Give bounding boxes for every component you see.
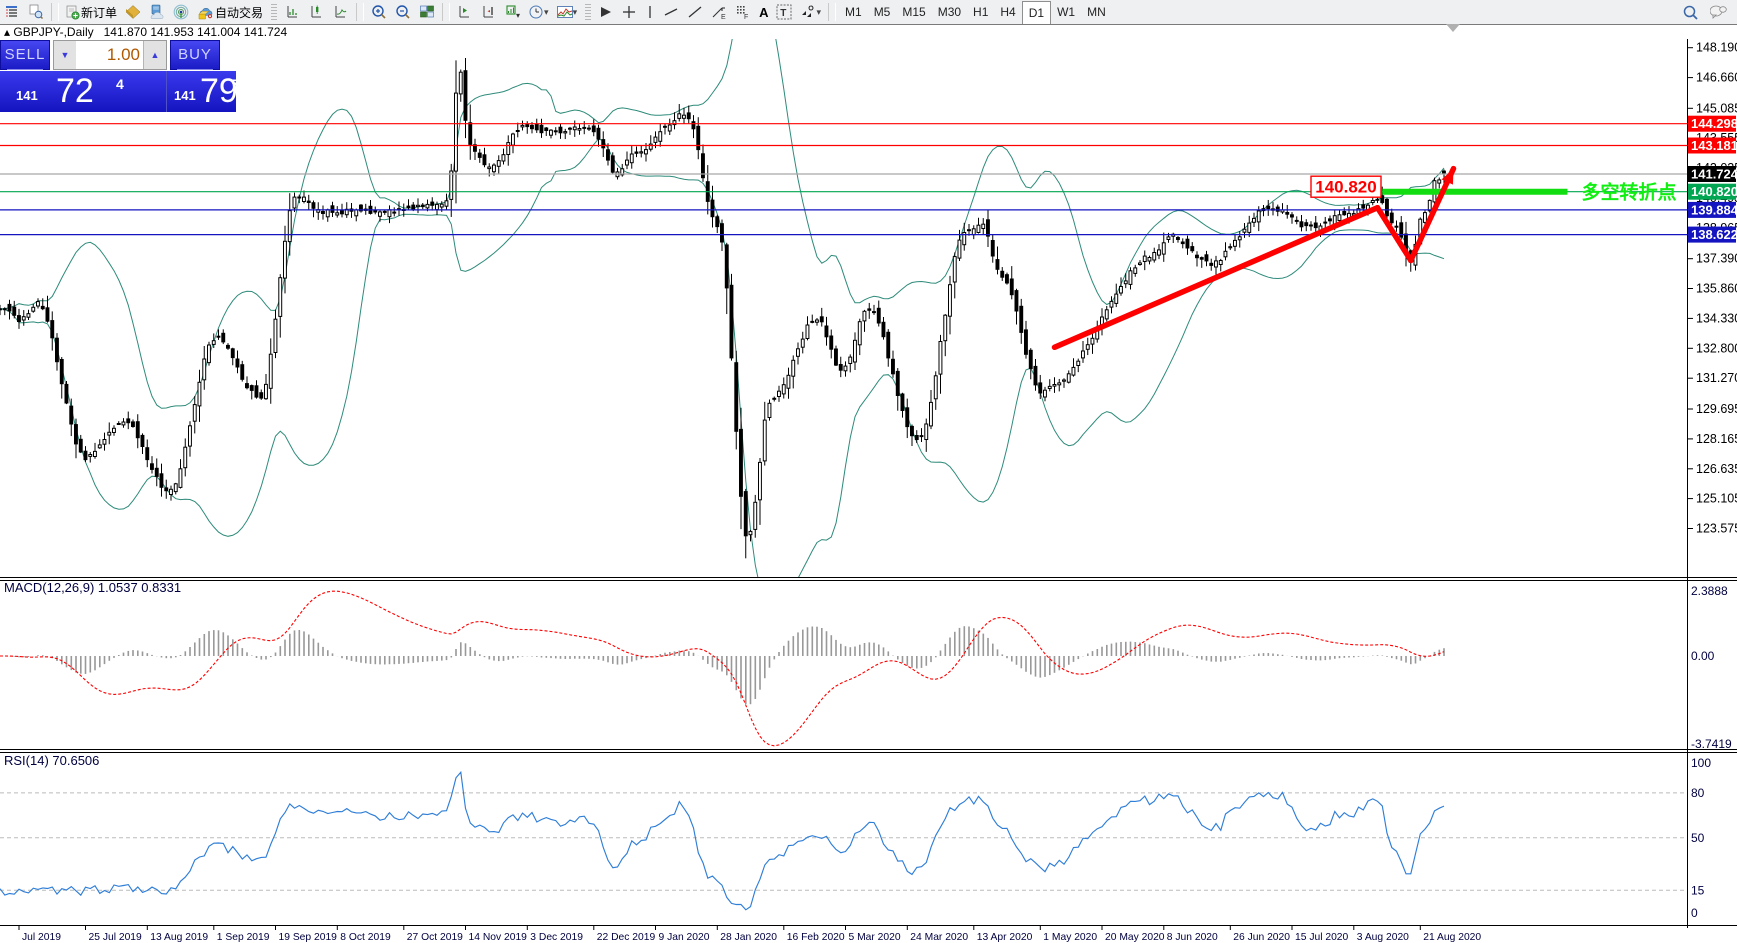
svg-text:139.884: 139.884 — [1691, 202, 1737, 217]
svg-text:21 Aug 2020: 21 Aug 2020 — [1423, 932, 1481, 943]
svg-text:13 Aug 2019: 13 Aug 2019 — [150, 932, 208, 943]
svg-text:80: 80 — [1691, 786, 1705, 800]
svg-text:22 Dec 2019: 22 Dec 2019 — [597, 932, 656, 943]
svg-text:28 Jan 2020: 28 Jan 2020 — [720, 932, 777, 943]
svg-text:T: T — [781, 8, 787, 19]
svg-text:20 May 2020: 20 May 2020 — [1105, 932, 1165, 943]
svg-text:0: 0 — [1691, 906, 1698, 920]
svg-text:129.695: 129.695 — [1696, 402, 1737, 416]
svg-text:F: F — [744, 14, 748, 20]
svg-text:13 Apr 2020: 13 Apr 2020 — [977, 932, 1033, 943]
svg-text:▾: ▾ — [516, 11, 520, 20]
svg-text:多空转折点: 多空转折点 — [1582, 181, 1677, 204]
svg-text:135.860: 135.860 — [1696, 282, 1737, 296]
svg-text:14 Nov 2019: 14 Nov 2019 — [469, 932, 528, 943]
svg-text:15: 15 — [1691, 883, 1705, 897]
svg-text:9 Jan 2020: 9 Jan 2020 — [659, 932, 710, 943]
svg-text:140.820: 140.820 — [1315, 178, 1376, 197]
svg-text:16 Feb 2020: 16 Feb 2020 — [787, 932, 845, 943]
svg-text:1 May 2020: 1 May 2020 — [1043, 932, 1097, 943]
svg-text:128.165: 128.165 — [1696, 432, 1737, 446]
svg-text:125.105: 125.105 — [1696, 492, 1737, 506]
svg-text:15 Jul 2020: 15 Jul 2020 — [1295, 932, 1349, 943]
svg-text:134.330: 134.330 — [1696, 311, 1737, 325]
svg-text:MACD(12,26,9) 1.0537 0.8331: MACD(12,26,9) 1.0537 0.8331 — [4, 580, 181, 595]
svg-text:5 Mar 2020: 5 Mar 2020 — [849, 932, 901, 943]
svg-text:131.270: 131.270 — [1696, 371, 1737, 385]
svg-text:137.390: 137.390 — [1696, 252, 1737, 266]
svg-text:3 Dec 2019: 3 Dec 2019 — [530, 932, 583, 943]
svg-text:RSI(14) 70.6506: RSI(14) 70.6506 — [4, 753, 99, 768]
svg-text:123.575: 123.575 — [1696, 522, 1737, 536]
svg-text:100: 100 — [1691, 756, 1711, 770]
svg-text:8 Oct 2019: 8 Oct 2019 — [340, 932, 391, 943]
svg-text:144.298: 144.298 — [1691, 116, 1737, 131]
svg-text:141.724: 141.724 — [1691, 167, 1737, 182]
svg-text:138.622: 138.622 — [1691, 227, 1737, 242]
svg-text:25 Jul 2019: 25 Jul 2019 — [89, 932, 143, 943]
svg-text:146.660: 146.660 — [1696, 71, 1737, 85]
svg-text:26 Jun 2020: 26 Jun 2020 — [1233, 932, 1290, 943]
svg-text:2.3888: 2.3888 — [1691, 584, 1728, 598]
svg-text:27 Oct 2019: 27 Oct 2019 — [407, 932, 463, 943]
svg-text:1 Sep 2019: 1 Sep 2019 — [217, 932, 270, 943]
svg-text:143.181: 143.181 — [1691, 138, 1737, 153]
svg-text:126.635: 126.635 — [1696, 462, 1737, 476]
svg-text:E: E — [721, 14, 726, 20]
svg-text:148.190: 148.190 — [1696, 41, 1737, 55]
svg-text:140.820: 140.820 — [1691, 184, 1737, 199]
svg-text:50: 50 — [1691, 831, 1705, 845]
svg-text:Jul 2019: Jul 2019 — [22, 932, 61, 943]
svg-text:8 Jun 2020: 8 Jun 2020 — [1167, 932, 1218, 943]
svg-text:3 Aug 2020: 3 Aug 2020 — [1357, 932, 1409, 943]
svg-text:19 Sep 2019: 19 Sep 2019 — [279, 932, 338, 943]
svg-text:0.00: 0.00 — [1691, 649, 1715, 663]
svg-text:145.085: 145.085 — [1696, 101, 1737, 115]
svg-text:132.800: 132.800 — [1696, 341, 1737, 355]
svg-text:24 Mar 2020: 24 Mar 2020 — [910, 932, 968, 943]
